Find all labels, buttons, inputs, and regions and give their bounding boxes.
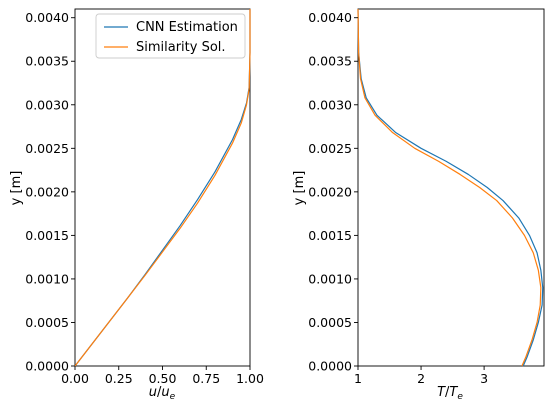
right-y-tick-label: 0.0035 bbox=[308, 54, 352, 69]
left-plot-frame bbox=[74, 8, 251, 367]
left-x-tick-label: 0.25 bbox=[105, 371, 133, 386]
left-series-line-similarity-sol bbox=[74, 9, 251, 367]
left-y-tick-label: 0.0015 bbox=[25, 228, 69, 243]
right-y-tick-label: 0.0040 bbox=[308, 10, 352, 25]
left-y-tick-label: 0.0020 bbox=[25, 184, 69, 199]
right-y-axis-label: y [m] bbox=[292, 171, 307, 206]
right-y-tick-label: 0.0010 bbox=[308, 271, 352, 286]
right-series-line-similarity-sol bbox=[357, 8, 542, 367]
left-x-tick-label: 0.50 bbox=[149, 371, 177, 386]
left-panel: 0.00 0.25 0.50 0.75 1.00 0.00000.00050.00100… bbox=[9, 8, 264, 401]
left-x-tick-label: 0.00 bbox=[61, 371, 89, 386]
legend-label-similarity: Similarity Sol. bbox=[136, 40, 226, 55]
right-x-ticks: 1 2 3 bbox=[354, 366, 488, 386]
right-series-line-cnn-estimation bbox=[357, 8, 544, 367]
left-x-tick-label: 0.75 bbox=[192, 371, 220, 386]
left-x-ticks: 0.00 0.25 0.50 0.75 1.00 bbox=[61, 366, 264, 386]
legend-box bbox=[95, 13, 246, 59]
left-x-tick-label: 1.00 bbox=[236, 371, 264, 386]
left-x-axis-label: u/ue bbox=[149, 385, 176, 401]
legend: CNN Estimation Similarity Sol. bbox=[95, 13, 246, 59]
right-panel: 1 2 3 0.0000 0.0005 0.0010 0.0015 0.0020 0.0025… bbox=[292, 8, 545, 401]
right-y-tick-label: 0.0030 bbox=[308, 97, 352, 112]
left-series-group bbox=[74, 9, 251, 367]
left-y-tick-label: 0.0005 bbox=[25, 315, 69, 330]
right-x-axis-label: T/Te bbox=[437, 385, 463, 401]
right-y-tick-label: 0.0020 bbox=[308, 184, 352, 199]
right-y-tick-label: 0.0005 bbox=[308, 315, 352, 330]
left-y-ticks: 0.0000 0.0005 0.0010 0.0015 0.0020 0.0025 0.00… bbox=[25, 10, 75, 374]
left-y-axis-label: y [m] bbox=[9, 171, 24, 206]
right-x-tick-label: 1 bbox=[354, 371, 362, 386]
right-y-tick-label: 0.0015 bbox=[308, 228, 352, 243]
left-y-tick-label: 0.0025 bbox=[25, 141, 69, 156]
right-x-tick-label: 3 bbox=[480, 371, 488, 386]
right-plot-frame bbox=[357, 8, 545, 367]
left-y-tick-label: 0.0040 bbox=[25, 10, 69, 25]
legend-label-cnn: CNN Estimation bbox=[136, 20, 238, 35]
left-y-tick-label: 0.0030 bbox=[25, 97, 69, 112]
right-y-tick-label: 0.0025 bbox=[308, 141, 352, 156]
left-y-tick-label: 0.0010 bbox=[25, 271, 69, 286]
left-y-tick-label: 0.0035 bbox=[25, 54, 69, 69]
right-series-group bbox=[357, 8, 544, 367]
right-y-ticks: 0.0000 0.0005 0.0010 0.0015 0.0020 0.0025 0.00… bbox=[308, 10, 358, 374]
left-series-line-cnn-estimation bbox=[74, 9, 251, 367]
right-y-tick-label: 0.0000 bbox=[308, 359, 352, 374]
left-y-tick-label: 0.0000 bbox=[25, 359, 69, 374]
right-x-tick-label: 2 bbox=[417, 371, 425, 386]
